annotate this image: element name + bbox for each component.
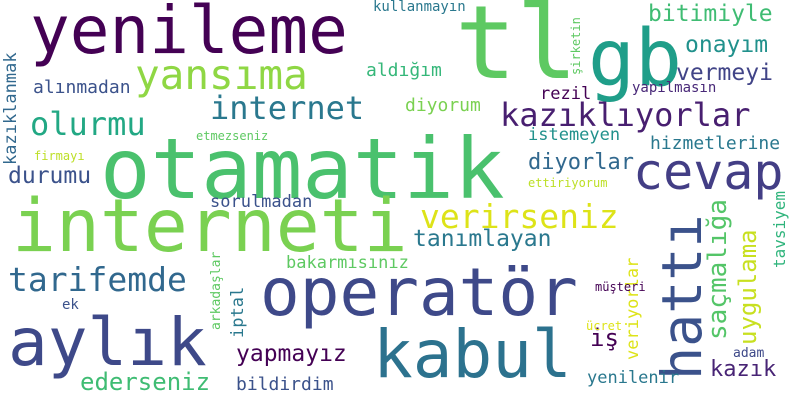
word-ucret: ücret [586,319,623,333]
word-kaziklyorlar: kazıklıyorlar [500,96,751,134]
word-sacmaliga: saçmalığa [703,199,733,340]
word-durumu: durumu [8,163,92,189]
word-otamatik: otamatik [100,120,505,218]
word-tavsiyem: tavsiyem [770,190,789,268]
word-sorulmadan: sorulmadan [210,192,313,212]
word-tarifemde: tarifemde [8,260,187,299]
word-interneti: interneti [12,184,408,269]
word-hatti: hattı [650,214,714,380]
word-yapilmasin: yapılmasın [632,80,717,96]
word-istemeyen: istemeyen [528,125,621,145]
word-musteri: müşteri [595,280,646,294]
word-sirketin: şirketin [569,17,583,75]
word-kabul: kabul [373,316,572,393]
word-rezil: rezil [540,84,592,104]
word-kazik: kazık [710,357,777,382]
word-diyorlar: diyorlar [528,150,634,175]
word-tanimlayan: tanımlayan [413,226,552,252]
word-bakarmisiniz: bakarmısınız [286,253,409,273]
word-arkadaslar: arkadaşlar [209,251,224,330]
word-firmayi: firmayı [34,149,85,163]
word-iptal: iptal [228,286,248,338]
word-olurmu: olurmu [30,105,146,143]
word-yapmayiz: yapmayız [236,341,347,367]
word-ettiriyorum: ettiriyorum [528,176,608,190]
word-yenileme: yenileme [30,0,348,69]
word-ek: ek [62,297,79,313]
word-aylik: aylık [8,304,207,381]
word-aldigim: aldığım [366,60,442,81]
word-kaziklanmak: kazıklanmak [1,52,21,165]
word-kullanmayin: kullanmayın [373,0,466,15]
word-yenilenir: yenilenir [587,368,680,388]
word-onayim: onayım [685,32,769,58]
word-internet: internet [210,89,365,127]
word-bildirdim: bildirdim [236,374,334,395]
word-diyorum: diyorum [405,95,481,116]
word-operator: operatör [260,254,578,331]
word-bitimiyle: bitimiyle [648,1,773,27]
word-vermeyi: vermeyi [676,60,773,86]
word-gb: gb [588,14,682,104]
word-veriyorlar: veriyorlar [623,257,643,360]
word-uygulama: uygulama [734,229,762,345]
word-tl: tl [455,0,578,103]
word-is: iş [590,324,619,352]
word-cevap: cevap [633,143,784,201]
word-ederseniz: ederseniz [80,368,211,396]
word-yansima: yansıma [135,51,308,99]
word-alinmadan: alınmadan [33,77,131,98]
word-verirseniz: verirseniz [420,197,619,236]
word-hizmetlerine: hizmetlerine [650,133,781,154]
word-adam: adam [733,346,765,361]
word-etmezseniz: etmezseniz [196,129,269,143]
